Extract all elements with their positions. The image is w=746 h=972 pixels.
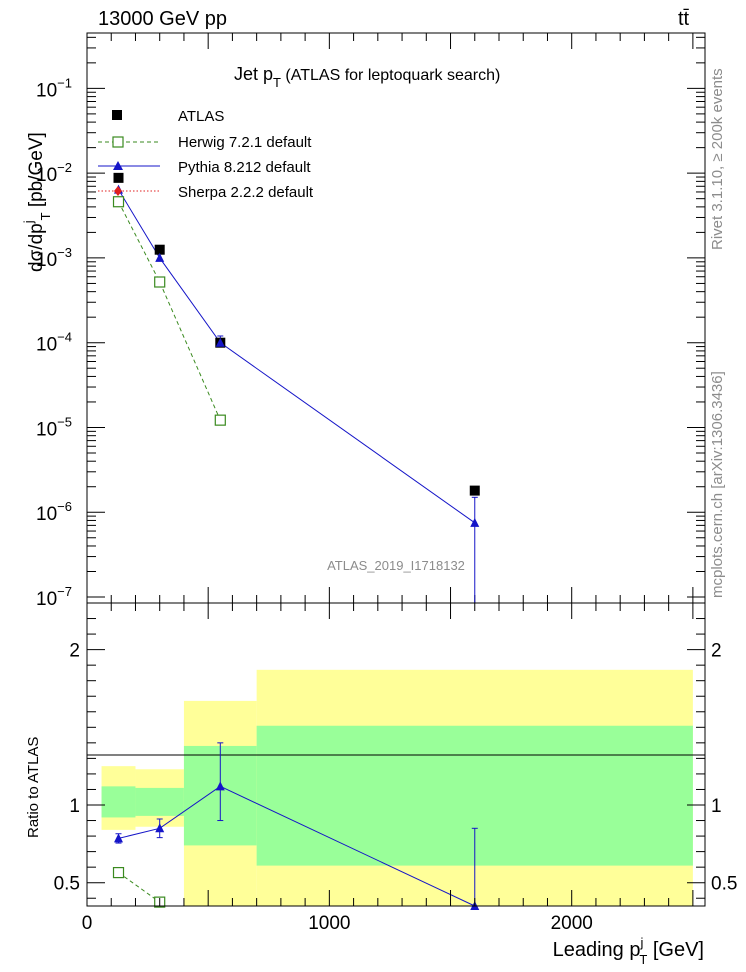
pythia-point [470,517,480,527]
ratio-band-green [101,786,136,818]
herwig-point [112,196,125,208]
main-y-tick-label: 10−5 [36,414,72,440]
x-axis-ticks: 0 1000 2000 [82,603,694,934]
x-tick-label: 2000 [551,913,593,934]
main-y-tick-label: 10−7 [36,584,72,610]
legend-pythia-label: Pythia 8.212 default [178,159,311,176]
ratio-y-tick-label-left: 2 [69,641,80,662]
main-panel: 10−1 10−2 10−3 10−4 10−5 10−6 10−7 Jet pT (ATL… [21,32,706,610]
ratio-y-tick-label-left: 1 [69,796,80,817]
main-y-ticks: 10−1 10−2 10−3 10−4 10−5 10−6 10−7 [36,33,705,610]
legend-atlas-label: ATLAS [178,108,224,125]
ratio-pythia-line [118,785,475,907]
header-collision: 13000 GeV pp [98,8,227,30]
ratio-y-ticks: 0.5 0.5 1 1 2 2 [54,618,737,899]
x-tick-label: 1000 [308,913,350,934]
ratio-y-tick-label-right: 0.5 [711,874,737,895]
ratio-panel: 0.5 0.5 1 1 2 2 0 1000 2000 Ratio to ATLAS Lead… [25,602,737,967]
ratio-uncertainty-bands [101,669,693,906]
ratio-y-tick-label-left: 0.5 [54,874,80,895]
ratio-band-green [135,787,184,816]
ratio-pythia-point [155,823,165,833]
main-y-tick-label: 10−4 [36,330,72,356]
legend-herwig-label: Herwig 7.2.1 default [178,134,312,151]
ratio-herwig-line [118,872,160,903]
main-y-tick-label: 10−3 [36,245,72,271]
ratio-pythia-point [114,833,124,843]
main-y-axis-label: dσ/dpjT [pb/GeV] [21,132,53,272]
legend-sherpa-label: Sherpa 2.2.2 default [178,184,314,201]
rivet-label: Rivet 3.1.10, ≥ 200k events [709,68,726,250]
x-tick-label: 0 [82,913,93,934]
herwig-line [118,201,221,421]
ratio-y-tick-label-right: 2 [711,641,722,662]
analysis-watermark: ATLAS_2019_I1718132 [327,558,465,573]
atlas-point [154,244,165,255]
ratio-y-axis-label: Ratio to ATLAS [25,737,42,838]
legend-pythia-marker [113,161,123,170]
legend-sherpa-marker [114,186,122,196]
pythia-point [155,252,165,262]
legend-atlas-marker [112,110,122,120]
header-process: tt̄ [678,8,690,30]
atlas-point [113,172,124,183]
ratio-y-tick-label-right: 1 [711,796,722,817]
legend: ATLAS Herwig 7.2.1 default Pythia 8.212 … [98,108,314,201]
main-y-tick-label: 10−1 [36,75,72,101]
herwig-point [154,276,166,288]
main-series [112,172,480,603]
ratio-pythia-point [215,781,225,791]
x-axis-label: Leading pj T [GeV] [553,935,704,967]
pythia-point [215,337,225,347]
pythia-line [118,189,476,524]
atlas-point [469,485,480,496]
legend-herwig-marker [112,136,124,148]
ratio-herwig-point [112,866,125,879]
main-title: Jet pT (ATLAS for leptoquark search) [234,64,500,90]
mcplots-label: mcplots.cern.ch [arXiv:1306.3436] [709,371,726,598]
herwig-point [214,414,226,426]
ratio-frame [86,602,706,907]
ratio-series [112,742,480,910]
main-y-tick-label: 10−2 [36,160,72,186]
main-y-tick-label: 10−6 [36,499,72,525]
